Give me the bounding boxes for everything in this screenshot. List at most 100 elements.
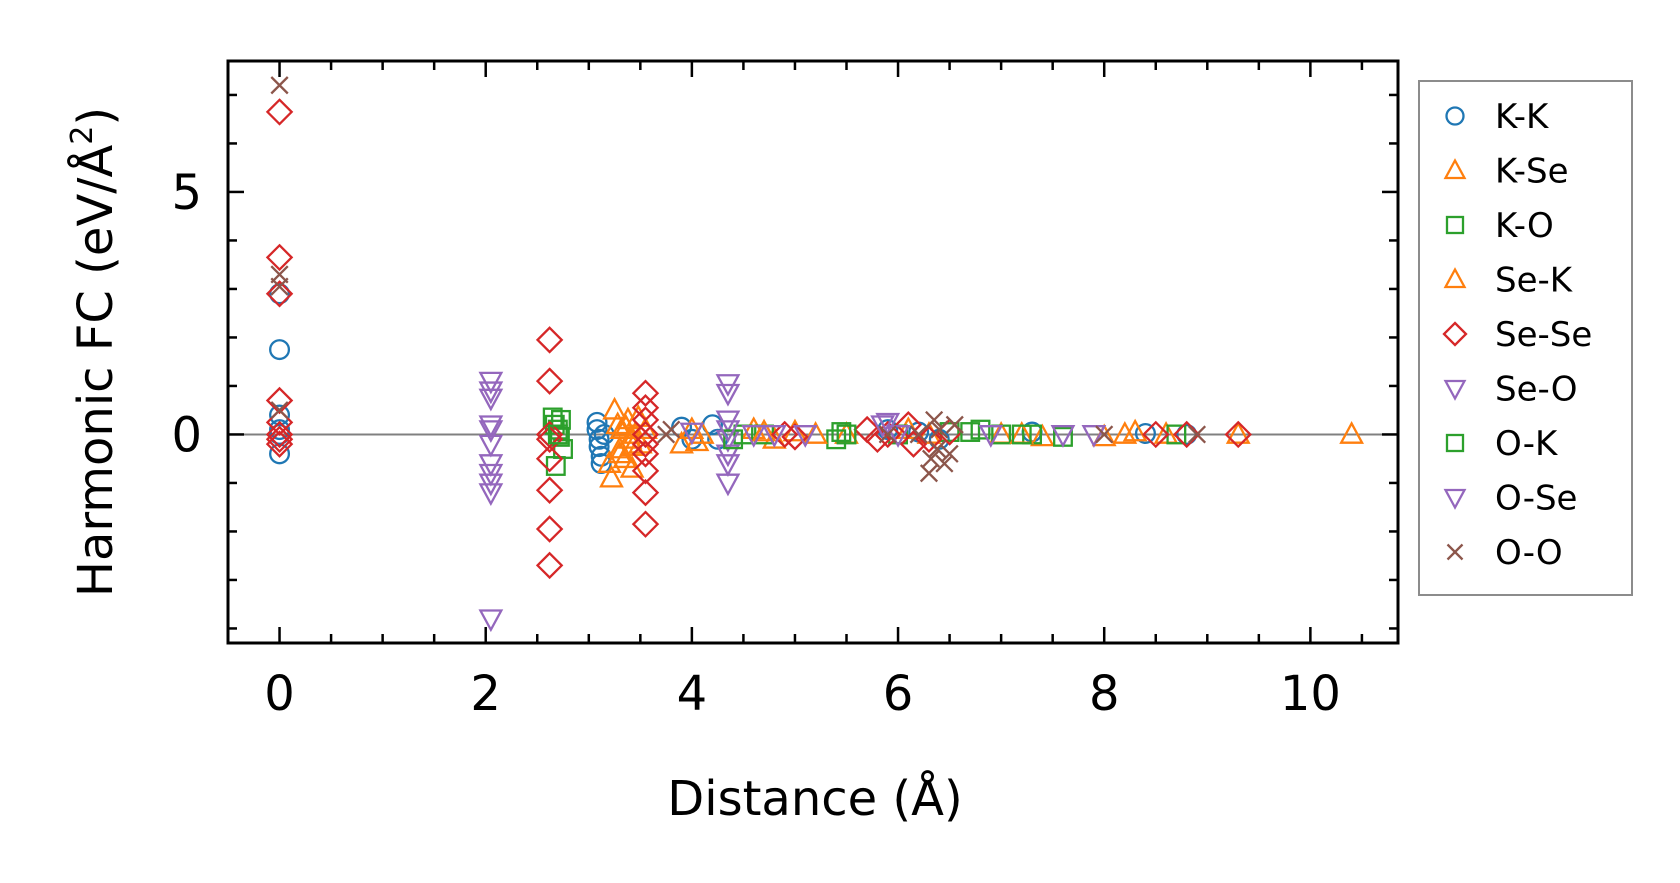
data-point bbox=[826, 429, 847, 450]
data-point bbox=[265, 430, 294, 458]
data-point bbox=[1172, 420, 1201, 449]
data-point bbox=[715, 454, 741, 477]
data-point bbox=[586, 411, 608, 433]
data-point bbox=[478, 420, 504, 444]
x-axis: 0 2 4 6 8 10 bbox=[264, 61, 1364, 722]
legend-label: O-O bbox=[1495, 533, 1563, 573]
data-point bbox=[679, 422, 705, 446]
data-point bbox=[535, 367, 564, 395]
data-point bbox=[631, 440, 660, 468]
data-point bbox=[928, 439, 947, 459]
legend-marker bbox=[1443, 158, 1467, 180]
data-point bbox=[1112, 421, 1138, 444]
data-point bbox=[978, 425, 1004, 448]
legend-marker bbox=[1443, 379, 1467, 401]
plot-area bbox=[226, 59, 1400, 645]
data-point bbox=[1225, 421, 1251, 444]
data-point bbox=[870, 415, 895, 439]
series-o-se bbox=[478, 415, 1004, 448]
data-point bbox=[631, 457, 660, 485]
data-point bbox=[741, 425, 767, 448]
data-point bbox=[925, 410, 944, 429]
x-tick-label: 0 bbox=[264, 666, 295, 722]
data-point bbox=[669, 430, 694, 454]
data-point bbox=[478, 434, 504, 458]
legend-label: K-K bbox=[1495, 97, 1550, 137]
x-tick-label: 2 bbox=[470, 666, 501, 722]
data-point bbox=[588, 436, 610, 458]
data-point bbox=[1187, 425, 1207, 444]
legend-item-o-k: O-K bbox=[1445, 424, 1559, 464]
x-tick-label: 8 bbox=[1089, 666, 1120, 722]
y-axis-label-text: Harmonic FC (eV/Å bbox=[67, 145, 124, 598]
series-o-o bbox=[270, 76, 1207, 483]
data-point bbox=[265, 425, 294, 454]
legend-marker bbox=[1442, 321, 1468, 347]
y-axis-label-superscript: 2 bbox=[65, 126, 100, 145]
data-point bbox=[935, 454, 954, 473]
legend-label: O-Se bbox=[1495, 479, 1577, 519]
data-point bbox=[269, 339, 291, 361]
legend: K-K K-Se K-O Se-K Se-Se Se-O O-K O-Se O-O bbox=[1418, 80, 1633, 596]
data-point bbox=[1224, 420, 1252, 449]
data-point bbox=[631, 394, 660, 422]
data-point bbox=[535, 551, 564, 580]
legend-item-k-se: K-Se bbox=[1443, 152, 1569, 192]
data-point bbox=[1081, 425, 1107, 448]
data-point bbox=[478, 381, 504, 405]
x-tick-label: 6 bbox=[883, 666, 914, 722]
data-point bbox=[875, 412, 901, 436]
y-tick-label: 0 bbox=[171, 407, 202, 463]
data-point bbox=[781, 423, 809, 451]
data-point bbox=[1153, 421, 1179, 444]
series-se-k bbox=[607, 404, 1138, 464]
data-point bbox=[270, 401, 289, 420]
data-point bbox=[761, 425, 787, 448]
data-point bbox=[631, 379, 660, 407]
data-point bbox=[836, 424, 857, 445]
data-point bbox=[751, 418, 777, 442]
data-point bbox=[1029, 423, 1055, 447]
x-tick-label: 4 bbox=[677, 666, 708, 722]
data-point bbox=[612, 445, 638, 469]
data-point bbox=[1011, 424, 1032, 445]
legend-marker bbox=[1446, 543, 1464, 561]
data-point bbox=[945, 415, 964, 434]
data-point bbox=[919, 464, 939, 483]
data-point bbox=[478, 609, 504, 633]
legend-marker bbox=[1443, 267, 1467, 289]
data-point bbox=[478, 415, 504, 439]
y-axis: 05 bbox=[171, 93, 1398, 630]
data-point bbox=[921, 449, 941, 468]
data-point bbox=[662, 420, 681, 439]
data-point bbox=[265, 280, 294, 308]
data-point bbox=[885, 425, 911, 448]
x-axis-label: Distance (Å) bbox=[667, 770, 962, 827]
legend-item-o-se: O-Se bbox=[1443, 479, 1577, 519]
legend-label: K-Se bbox=[1495, 152, 1569, 192]
data-point bbox=[715, 444, 741, 468]
data-point bbox=[265, 420, 294, 449]
data-point bbox=[831, 422, 852, 442]
legend-marker bbox=[1445, 215, 1465, 235]
y-axis-label-close: ) bbox=[68, 107, 124, 126]
y-tick-label: 5 bbox=[171, 165, 202, 221]
data-point bbox=[631, 420, 660, 449]
legend-marker bbox=[1445, 433, 1465, 453]
legend-item-k-k: K-K bbox=[1445, 97, 1550, 137]
data-point bbox=[270, 277, 289, 296]
data-point bbox=[535, 425, 564, 454]
data-point bbox=[715, 383, 741, 407]
data-point bbox=[631, 510, 660, 538]
legend-item-o-o: O-O bbox=[1446, 533, 1563, 573]
y-axis-label: Harmonic FC (eV/Å2) bbox=[65, 107, 124, 597]
data-point bbox=[551, 409, 571, 430]
data-point bbox=[270, 76, 289, 95]
data-point bbox=[792, 425, 818, 448]
legend-item-se-se: Se-Se bbox=[1442, 315, 1592, 355]
data-point bbox=[1339, 421, 1364, 444]
legend-label: Se-Se bbox=[1495, 315, 1592, 355]
data-point bbox=[545, 456, 566, 476]
data-point bbox=[970, 419, 991, 440]
data-point bbox=[878, 425, 897, 444]
